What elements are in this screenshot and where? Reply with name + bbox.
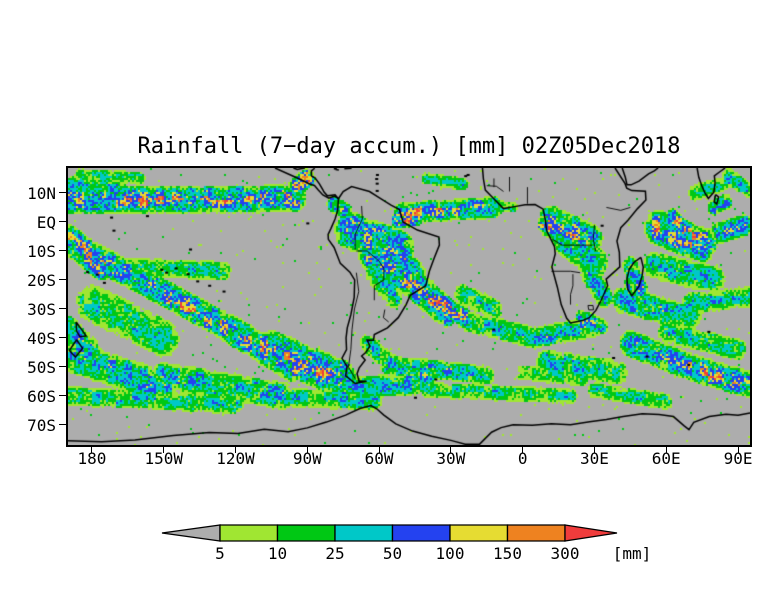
y-axis-tick-label: 10S (27, 241, 56, 261)
colorbar-arrow-below-min (161, 524, 221, 542)
x-axis-tick (450, 447, 452, 453)
colorbar-level-label: 25 (325, 544, 345, 563)
y-axis-tick-label: 30S (27, 299, 56, 319)
colorbar-segment (449, 524, 509, 542)
map-frame (66, 166, 752, 447)
y-axis-tick-label: 20S (27, 270, 56, 290)
x-axis-tick-label: 120W (216, 449, 255, 468)
colorbar-segment (276, 524, 336, 542)
y-axis-tick (59, 424, 66, 426)
y-axis-tick (59, 395, 66, 397)
x-axis-tick-label: 0 (517, 449, 528, 468)
y-axis-tick-label: EQ (36, 212, 56, 232)
y-axis-tick-label: 10N (27, 183, 56, 203)
colorbar-arrow-above-max (564, 524, 618, 542)
y-axis-tick (59, 308, 66, 310)
x-axis-tick-label: 60W (364, 449, 394, 468)
colorbar-segment (219, 524, 279, 542)
x-axis-tick-label: 60E (651, 449, 681, 468)
x-axis-tick (737, 447, 739, 453)
y-axis-tick (59, 366, 66, 368)
colorbar-segment (334, 524, 394, 542)
y-axis-tick-label: 50S (27, 357, 56, 377)
y-axis-tick (59, 337, 66, 339)
x-axis-tick (91, 447, 93, 453)
x-axis-tick (163, 447, 165, 453)
colorbar-segment (506, 524, 566, 542)
x-axis-tick-label: 90E (723, 449, 753, 468)
colorbar-legend (161, 524, 618, 542)
y-axis-tick-label: 70S (27, 415, 56, 435)
x-axis-tick (306, 447, 308, 453)
x-axis-tick (593, 447, 595, 453)
rainfall-heatmap-canvas (68, 168, 750, 445)
colorbar-level-label: 150 (493, 544, 522, 563)
colorbar-unit-label: [mm] (612, 544, 652, 563)
y-axis-tick (59, 279, 66, 281)
x-axis-tick (378, 447, 380, 453)
y-axis-tick (59, 250, 66, 252)
chart-title: Rainfall (7−day accum.) [mm] 02Z05Dec201… (137, 134, 681, 159)
colorbar-level-label: 300 (550, 544, 580, 563)
y-axis-tick-label: 60S (27, 386, 56, 406)
colorbar-level-label: 5 (215, 544, 225, 563)
x-axis-tick (235, 447, 236, 453)
x-axis-tick-label: 150W (144, 449, 183, 468)
y-axis-tick (59, 221, 66, 223)
colorbar-level-label: 100 (435, 544, 465, 563)
x-axis-tick-label: 90W (292, 449, 322, 468)
colorbar-segment (391, 524, 451, 542)
x-axis-tick-label: 30W (436, 449, 466, 468)
y-axis-tick-label: 40S (27, 328, 56, 348)
y-axis-tick (59, 192, 66, 194)
x-axis-tick-label: 30E (580, 449, 609, 468)
x-axis-tick-label: 180 (77, 449, 107, 468)
colorbar-level-label: 50 (382, 544, 403, 563)
x-axis-tick (522, 447, 524, 453)
colorbar-level-label: 10 (267, 544, 288, 563)
x-axis-tick (665, 447, 667, 453)
